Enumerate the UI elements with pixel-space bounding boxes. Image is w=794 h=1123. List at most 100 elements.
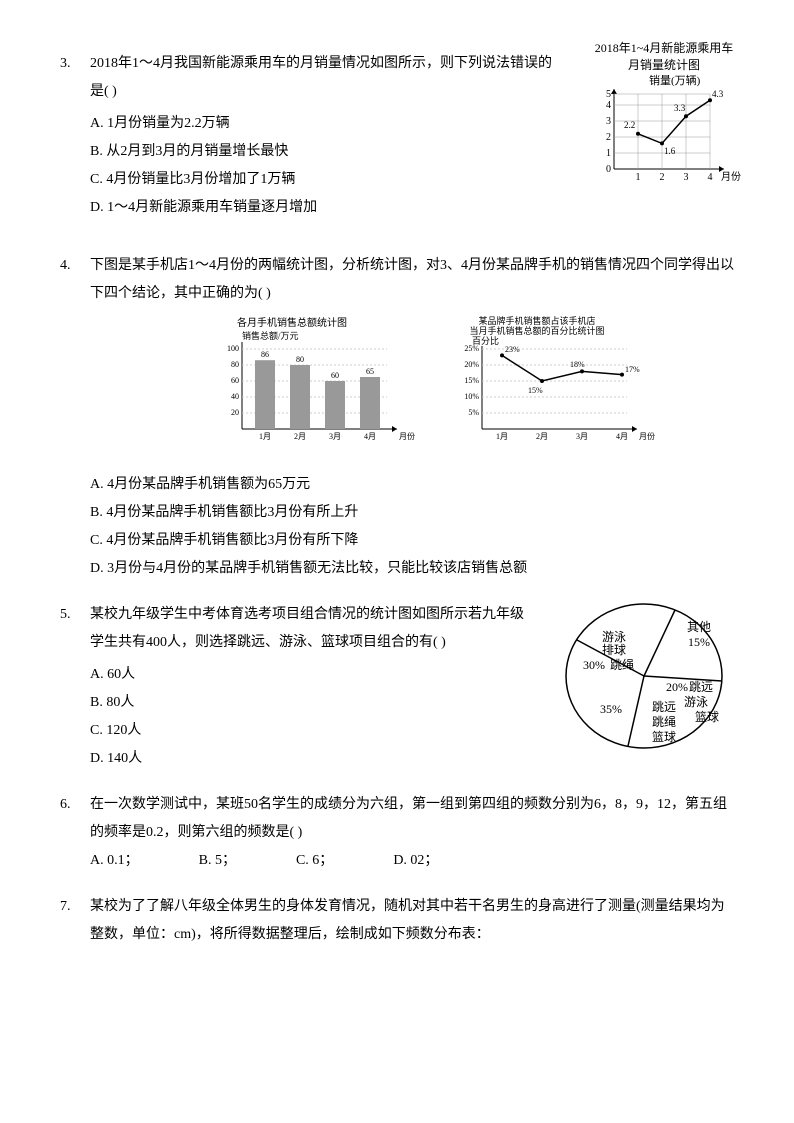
svg-text:100: 100 [227,344,239,353]
q3-line-chart: 2018年1~4月新能源乘用车 月销量统计图 销量(万辆) 012 345 [579,40,749,184]
question-number: 3. [60,50,90,222]
question-body: 某校为了了解八年级全体男生的身体发育情况，随机对其中若干名男生的身高进行了测量(… [90,893,734,949]
svg-text:销售总额/万元: 销售总额/万元 [242,330,299,341]
svg-text:跳远: 跳远 [652,700,676,714]
svg-text:0: 0 [606,164,611,175]
q4-charts: 各月手机销售总额统计图 销售总额/万元 20 40 60 80 100 [90,314,734,465]
options: A. 4月份某品牌手机销售额为65万元 B. 4月份某品牌手机销售额比3月份有所… [90,471,734,583]
question-5: 5. 某校九年级学生中考体育选考项目组合情况的统计图如图所示若九年级学生共有40… [60,601,734,773]
svg-text:65: 65 [366,367,374,376]
option-d: D. 02； [393,847,438,875]
svg-text:其他: 其他 [687,620,711,634]
svg-text:游泳: 游泳 [684,695,708,709]
option-a: A. 0.1； [90,847,139,875]
yticks: 0 1 2 3 45 [606,89,611,175]
question-number: 4. [60,252,90,583]
options: A. 0.1； B. 5； C. 6； D. 02； [90,847,734,875]
svg-text:各月手机销售总额统计图: 各月手机销售总额统计图 [237,316,347,329]
svg-text:40: 40 [231,392,239,401]
option-d: D. 1～4月新能源乘用车销量逐月增加 [90,194,734,222]
svg-text:1: 1 [606,148,611,159]
svg-text:2: 2 [660,172,665,183]
svg-text:2: 2 [606,132,611,143]
svg-text:篮球: 篮球 [695,709,719,724]
svg-text:4: 4 [708,172,713,183]
chart-title-line1: 2018年1~4月新能源乘用车 [595,41,734,55]
xticks: 1 2 3 4 月份 [636,171,742,183]
question-number: 6. [60,791,90,875]
svg-text:86: 86 [261,350,269,359]
option-c: C. 6； [296,847,333,875]
svg-text:1月: 1月 [496,432,508,441]
svg-text:20: 20 [231,408,239,417]
question-7: 7. 某校为了了解八年级全体男生的身体发育情况，随机对其中若干名男生的身高进行了… [60,893,734,949]
option-c: C. 4月份某品牌手机销售额比3月份有所下降 [90,527,734,555]
svg-text:35%: 35% [600,702,622,716]
question-6: 6. 在一次数学测试中，某班50名学生的成绩分为六组，第一组到第四组的频数分别为… [60,791,734,875]
q4-charts-svg: 各月手机销售总额统计图 销售总额/万元 20 40 60 80 100 [162,314,662,454]
svg-text:10%: 10% [464,392,479,401]
svg-text:3.3: 3.3 [674,103,686,113]
svg-text:2月: 2月 [294,432,306,441]
question-body: 在一次数学测试中，某班50名学生的成绩分为六组，第一组到第四组的频数分别为6，8… [90,791,734,875]
svg-text:1.6: 1.6 [664,146,676,156]
svg-text:15%: 15% [464,376,479,385]
svg-text:4: 4 [606,100,611,111]
svg-text:25%: 25% [464,344,479,353]
svg-text:80: 80 [231,360,239,369]
option-b: B. 5； [199,847,236,875]
question-number: 5. [60,601,90,773]
svg-text:3月: 3月 [329,432,341,441]
svg-text:2.2: 2.2 [624,120,635,130]
svg-text:60: 60 [331,371,339,380]
svg-text:30%: 30% [583,658,605,672]
svg-text:月份: 月份 [721,171,741,183]
svg-text:月份: 月份 [399,431,415,441]
svg-text:月份: 月份 [639,431,655,441]
svg-text:23%: 23% [505,345,520,354]
svg-text:某品牌手机销售额占该手机店: 某品牌手机销售额占该手机店 [478,315,595,326]
svg-text:跳绳: 跳绳 [652,715,676,729]
svg-text:篮球: 篮球 [652,729,676,744]
svg-text:排球: 排球 [602,643,626,657]
question-text: 下图是某手机店1～4月份的两幅统计图，分析统计图，对3、4月份某品牌手机的销售情… [90,252,734,308]
question-text: 在一次数学测试中，某班50名学生的成绩分为六组，第一组到第四组的频数分别为6，8… [90,791,734,847]
svg-text:2月: 2月 [536,432,548,441]
svg-text:60: 60 [231,376,239,385]
svg-text:跳远: 跳远 [689,680,713,694]
option-b: B. 4月份某品牌手机销售额比3月份有所上升 [90,499,734,527]
question-body: 下图是某手机店1～4月份的两幅统计图，分析统计图，对3、4月份某品牌手机的销售情… [90,252,734,583]
ylabel: 销量(万辆) [649,74,701,87]
option-d: D. 3月份与4月份的某品牌手机销售额无法比较，只能比较该店销售总额 [90,555,734,583]
question-body: 某校九年级学生中考体育选考项目组合情况的统计图如图所示若九年级学生共有400人，… [90,601,734,773]
svg-text:3: 3 [684,172,689,183]
svg-text:4.3: 4.3 [712,89,724,99]
svg-text:3: 3 [606,116,611,127]
question-text-part2: )，将所得数据整理后，绘制成如下频数分布表： [191,927,490,942]
svg-text:20%: 20% [464,360,479,369]
svg-text:18%: 18% [570,360,585,369]
line-chart-svg: 销量(万辆) 012 345 12 34 月份 [579,74,749,184]
chart-title-line2: 月销量统计图 [628,58,700,72]
svg-text:15%: 15% [688,635,710,649]
q5-pie-chart: 其他15% 跳远游泳篮球 20% 跳远跳绳篮球 35% 游泳排球跳绳 30% [544,586,744,766]
question-4: 4. 下图是某手机店1～4月份的两幅统计图，分析统计图，对3、4月份某品牌手机的… [60,252,734,583]
svg-text:3月: 3月 [576,432,588,441]
svg-text:游泳: 游泳 [602,630,626,644]
svg-text:17%: 17% [625,365,640,374]
svg-text:5: 5 [606,89,611,100]
svg-text:5%: 5% [468,408,479,417]
svg-text:80: 80 [296,355,304,364]
page: 3. 2018年1～4月我国新能源乘用车的月销量情况如图所示，则下列说法错误的是… [0,0,794,1123]
svg-text:4月: 4月 [616,432,628,441]
svg-text:1: 1 [636,172,641,183]
chart-title: 2018年1~4月新能源乘用车 月销量统计图 [579,40,749,74]
svg-text:当月手机销售总额的百分比统计图: 当月手机销售总额的百分比统计图 [469,325,604,336]
svg-text:4月: 4月 [364,432,376,441]
unit-cm: cm [174,927,191,942]
option-a: A. 4月份某品牌手机销售额为65万元 [90,471,734,499]
svg-text:15%: 15% [528,386,543,395]
svg-text:20%: 20% [666,680,688,694]
svg-text:跳绳: 跳绳 [610,658,634,672]
question-number: 7. [60,893,90,949]
